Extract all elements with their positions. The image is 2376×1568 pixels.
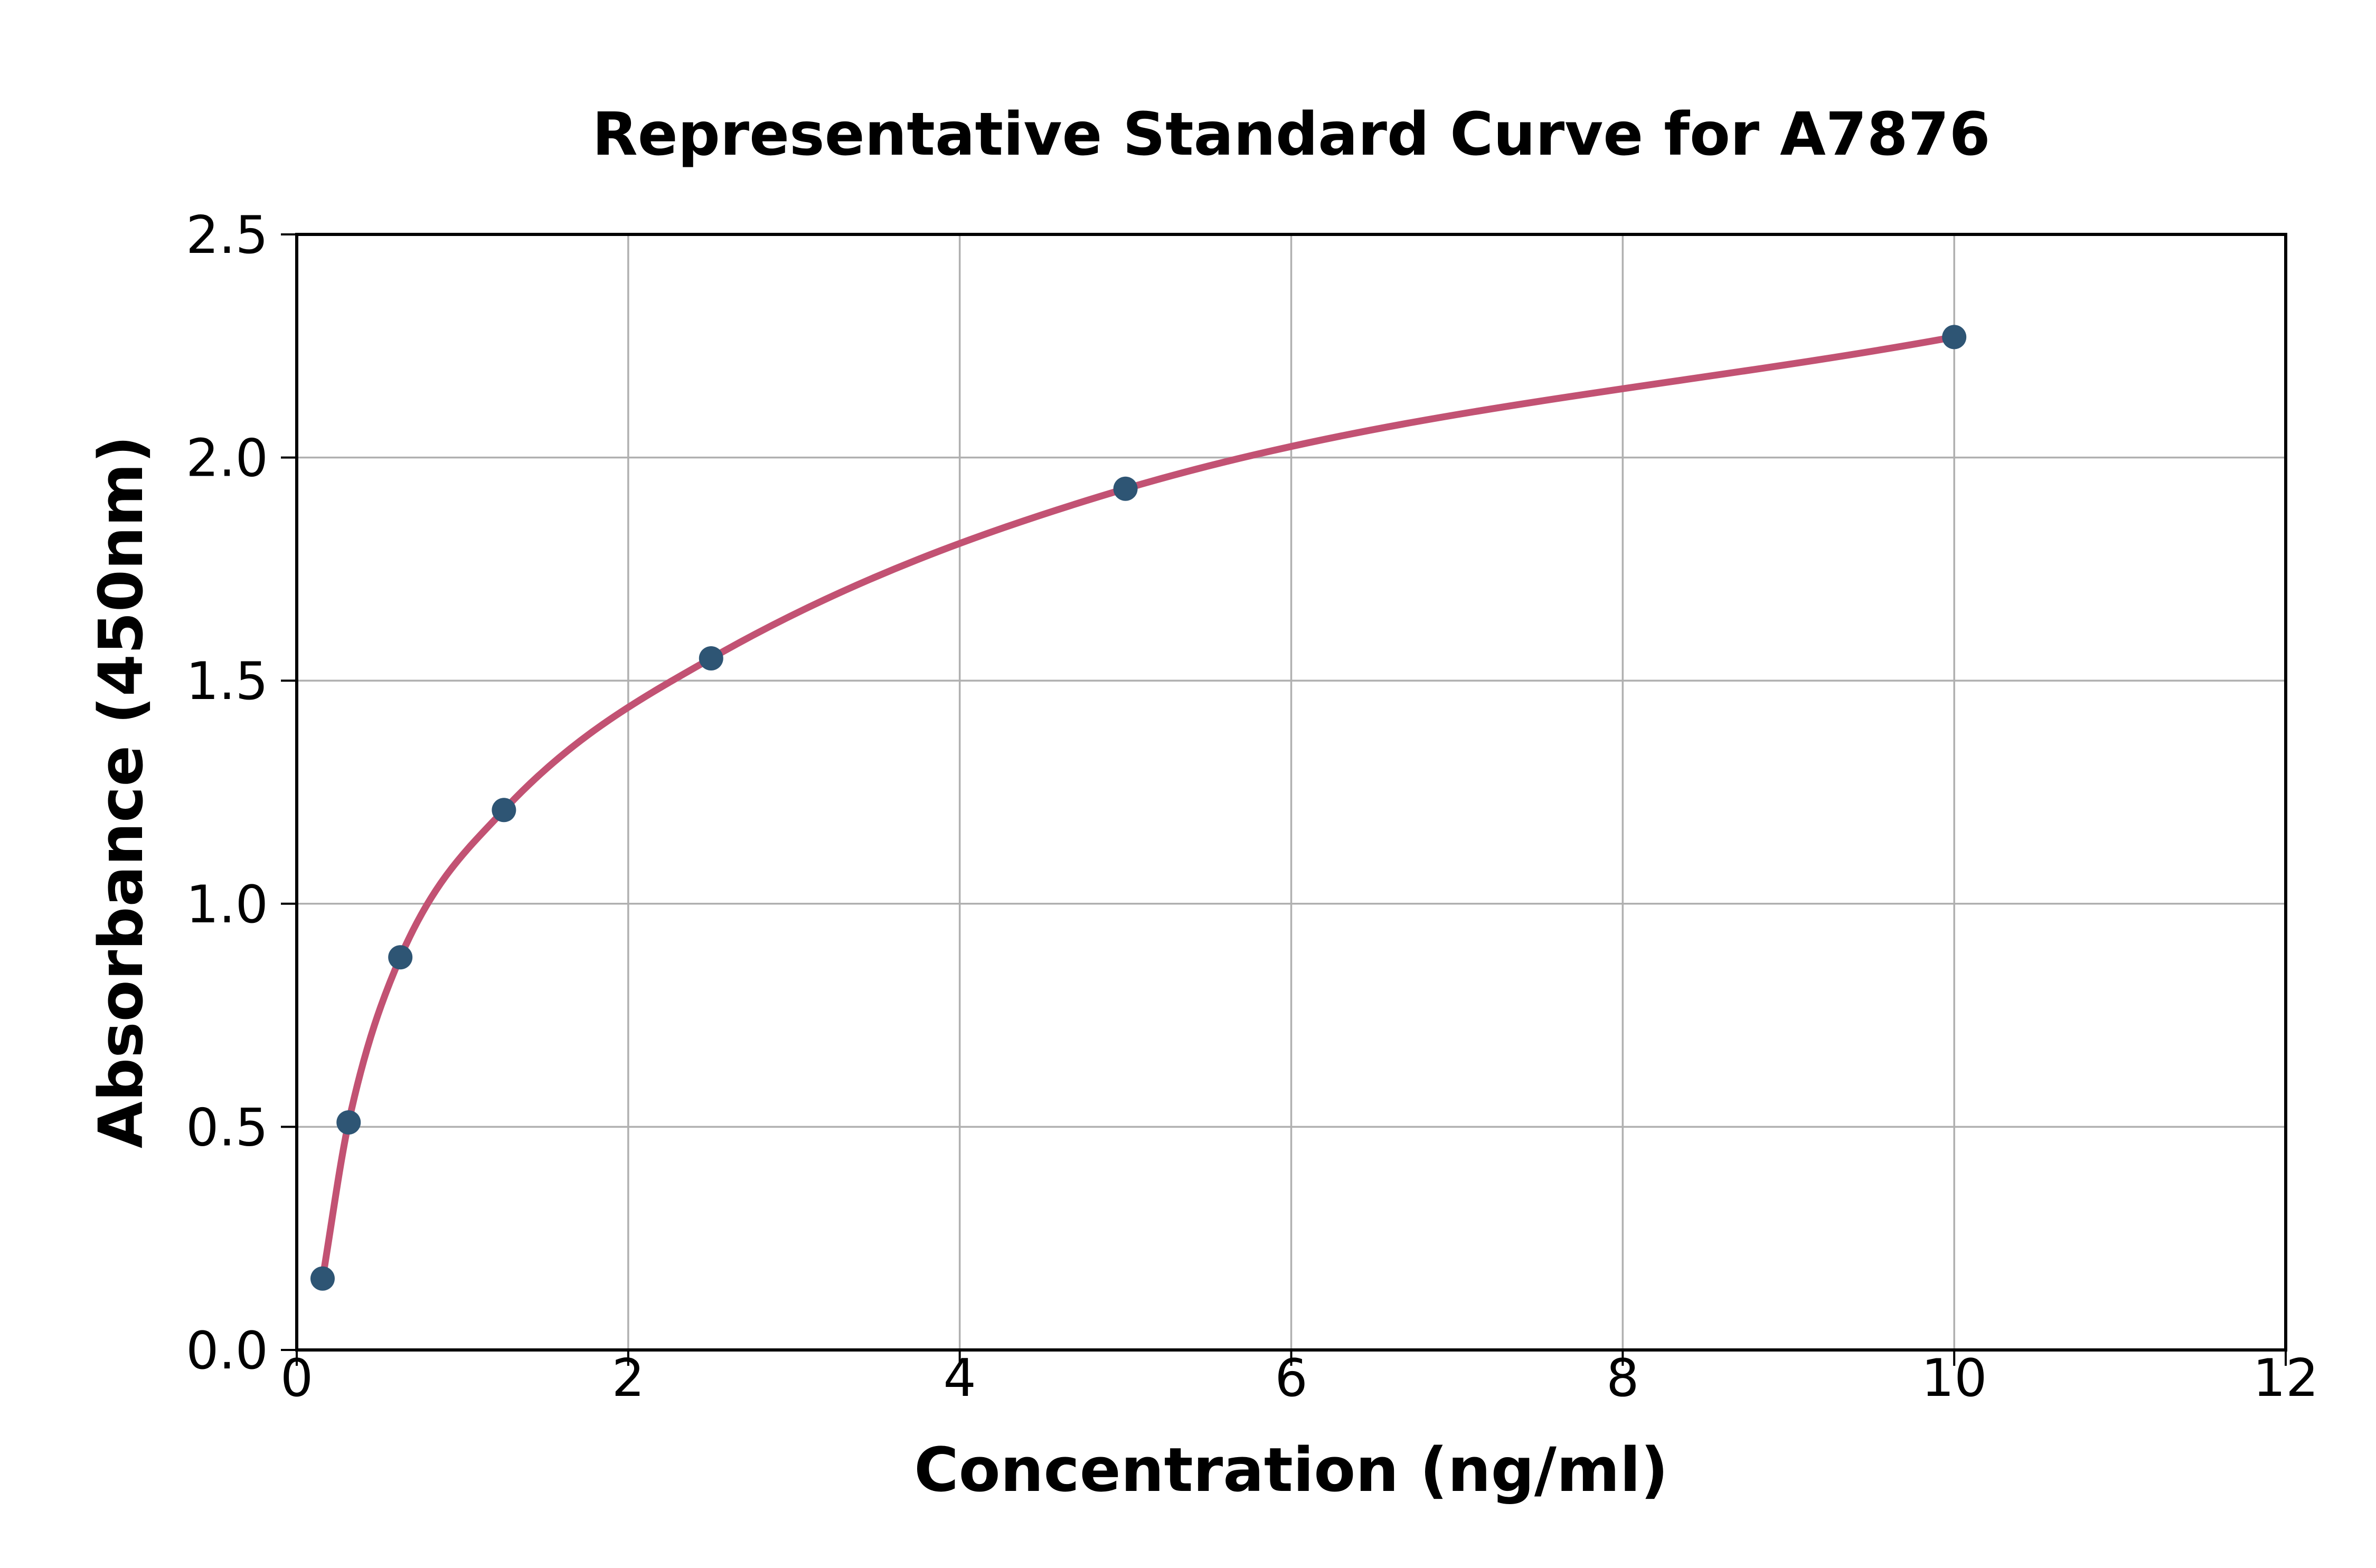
- x-tick-label: 6: [1275, 1348, 1307, 1409]
- x-tick-label: 4: [943, 1348, 976, 1409]
- x-tick-label: 8: [1606, 1348, 1639, 1409]
- x-tick-label: 2: [612, 1348, 645, 1409]
- data-point-marker: [1113, 476, 1138, 501]
- x-axis-label: Concentration (ng/ml): [914, 1435, 1668, 1506]
- data-point-marker: [336, 1110, 361, 1135]
- data-point-marker: [699, 646, 723, 670]
- chart-title: Representative Standard Curve for A7876: [592, 100, 1991, 169]
- data-point-marker: [492, 798, 516, 823]
- plot-frame: [295, 233, 2287, 1352]
- x-tick-label: 12: [2253, 1348, 2319, 1409]
- y-tick-label: 2.0: [186, 429, 268, 489]
- y-tick-label: 1.0: [186, 875, 268, 935]
- data-point-marker: [388, 945, 413, 970]
- y-tick-label: 2.5: [186, 205, 268, 266]
- x-tick-label: 0: [280, 1348, 313, 1409]
- y-tick-label: 1.5: [186, 651, 268, 712]
- data-point-marker: [310, 1266, 335, 1291]
- y-tick-label: 0.5: [186, 1098, 268, 1158]
- y-tick-label: 0.0: [186, 1321, 268, 1381]
- data-point-marker: [1942, 325, 1967, 350]
- standard-curve-line: [319, 333, 1958, 1282]
- x-tick-label: 10: [1921, 1348, 1987, 1409]
